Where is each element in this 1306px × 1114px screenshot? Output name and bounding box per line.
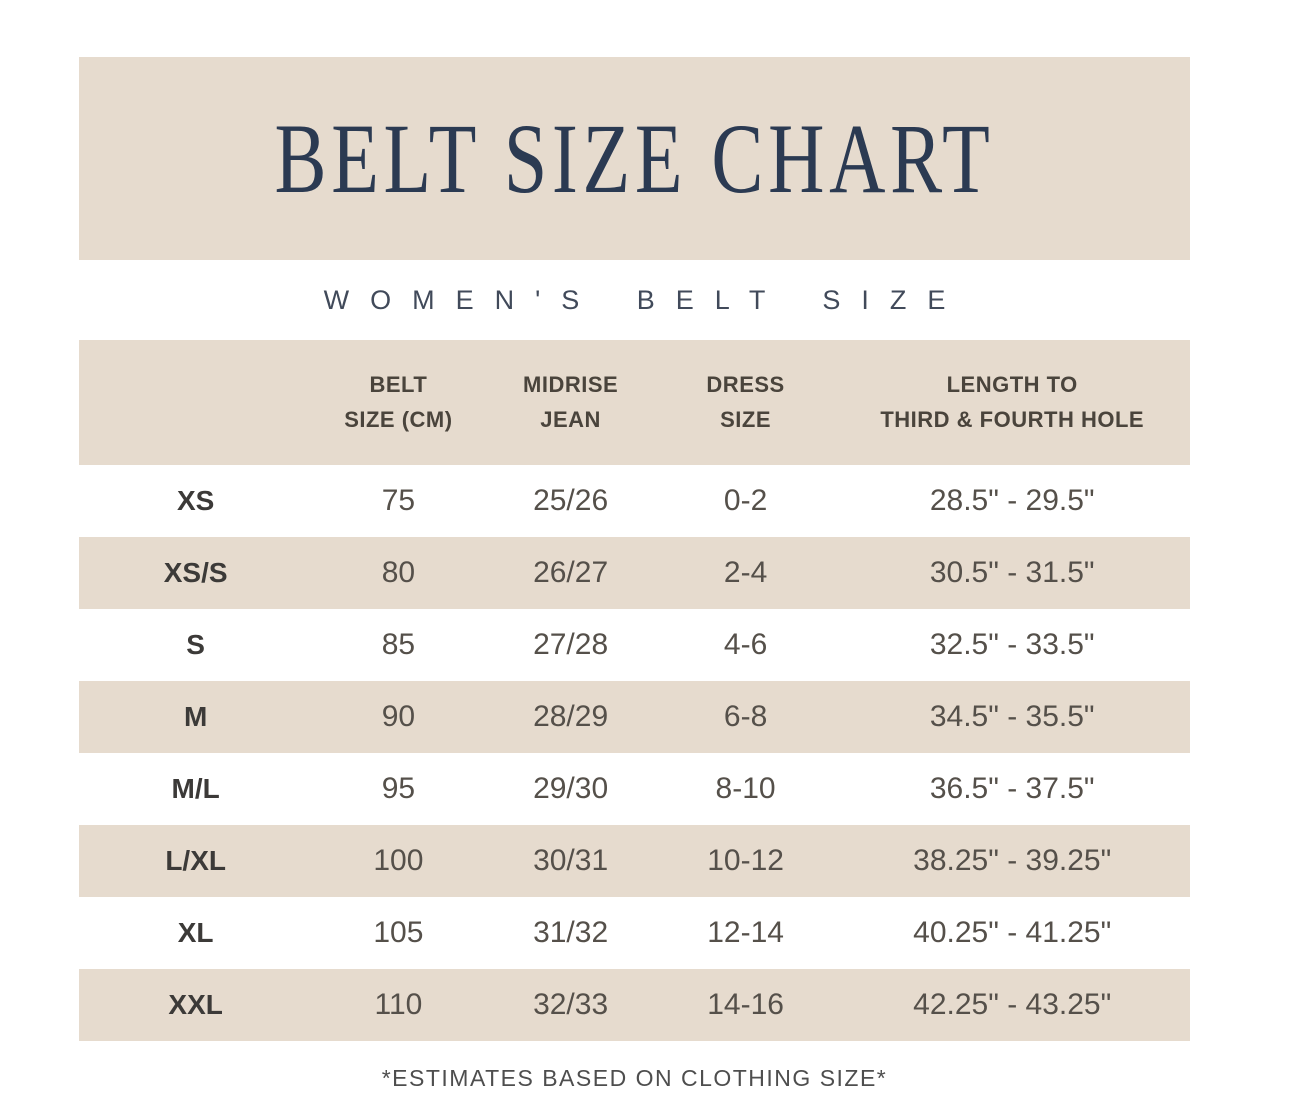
table-row: S 85 27/28 4-6 32.5" - 33.5" [79, 609, 1190, 681]
header-line: LENGTH TO [946, 372, 1078, 398]
cell-belt-cm: 85 [381, 628, 416, 661]
cell-dress-size: 8-10 [715, 772, 776, 805]
cell-size: XS/S [163, 557, 228, 588]
header-line: THIRD & FOURTH HOLE [880, 406, 1145, 432]
cell-midrise-jean: 26/27 [533, 556, 609, 589]
footer-row: *ESTIMATES BASED ON CLOTHING SIZE* [79, 1065, 1190, 1092]
table-row: M 90 28/29 6-8 34.5" - 35.5" [79, 681, 1190, 753]
cell-belt-cm: 80 [381, 556, 416, 589]
table-row: XL 105 31/32 12-14 40.25" - 41.25" [79, 897, 1190, 969]
cell-midrise-jean: 30/31 [533, 844, 609, 877]
table-row: M/L 95 29/30 8-10 36.5" - 37.5" [79, 753, 1190, 825]
cell-size: XL [177, 917, 214, 948]
cell-dress-size: 0-2 [723, 484, 768, 517]
cell-size: M/L [171, 773, 220, 804]
cell-length: 42.25" - 43.25" [913, 988, 1112, 1021]
cell-length: 38.25" - 39.25" [913, 844, 1112, 877]
page-subtitle: WOMEN'S BELT SIZE [323, 284, 967, 315]
cell-size: S [186, 629, 205, 660]
cell-dress-size: 4-6 [723, 628, 768, 661]
header-line: DRESS [706, 372, 785, 398]
table-row: L/XL 100 30/31 10-12 38.25" - 39.25" [79, 825, 1190, 897]
content-column: BELT SIZE CHART WOMEN'S BELT SIZE BELT S… [79, 0, 1190, 1092]
footnote: *ESTIMATES BASED ON CLOTHING SIZE* [381, 1065, 888, 1091]
cell-size: XS [176, 485, 215, 516]
header-cell-midrise-jean: MIDRISE JEAN [485, 368, 657, 436]
header-line: BELT [369, 372, 428, 398]
header-line: SIZE [720, 406, 772, 432]
cell-size: XXL [168, 989, 223, 1020]
cell-length: 36.5" - 37.5" [929, 772, 1095, 805]
page-title: BELT SIZE CHART [274, 103, 995, 214]
cell-midrise-jean: 28/29 [533, 700, 609, 733]
header-line: SIZE (CM) [344, 406, 453, 432]
cell-dress-size: 10-12 [707, 844, 784, 877]
cell-belt-cm: 95 [381, 772, 416, 805]
cell-size: L/XL [165, 845, 226, 876]
cell-belt-cm: 110 [374, 988, 423, 1021]
cell-dress-size: 14-16 [707, 988, 784, 1021]
cell-dress-size: 6-8 [723, 700, 768, 733]
header-cell-length: LENGTH TO THIRD & FOURTH HOLE [834, 368, 1190, 436]
cell-belt-cm: 90 [381, 700, 416, 733]
cell-midrise-jean: 32/33 [533, 988, 609, 1021]
cell-midrise-jean: 27/28 [533, 628, 609, 661]
table-row: XS 75 25/26 0-2 28.5" - 29.5" [79, 465, 1190, 537]
subtitle-row: WOMEN'S BELT SIZE [79, 260, 1190, 340]
cell-midrise-jean: 29/30 [533, 772, 609, 805]
table-row: XS/S 80 26/27 2-4 30.5" - 31.5" [79, 537, 1190, 609]
header-line: JEAN [540, 406, 601, 432]
cell-length: 34.5" - 35.5" [929, 700, 1095, 733]
cell-length: 40.25" - 41.25" [913, 916, 1112, 949]
title-band: BELT SIZE CHART [79, 57, 1190, 260]
cell-size: M [183, 701, 208, 732]
table-row: XXL 110 32/33 14-16 42.25" - 43.25" [79, 969, 1190, 1041]
cell-dress-size: 12-14 [707, 916, 784, 949]
cell-belt-cm: 100 [373, 844, 424, 877]
cell-belt-cm: 105 [373, 916, 424, 949]
cell-length: 32.5" - 33.5" [929, 628, 1095, 661]
cell-length: 30.5" - 31.5" [929, 556, 1095, 589]
cell-midrise-jean: 25/26 [533, 484, 609, 517]
header-cell-dress-size: DRESS SIZE [657, 368, 835, 436]
table-header-row: BELT SIZE (CM) MIDRISE JEAN DRESS SIZE L… [79, 340, 1190, 465]
cell-belt-cm: 75 [381, 484, 416, 517]
size-table: BELT SIZE (CM) MIDRISE JEAN DRESS SIZE L… [79, 340, 1190, 1041]
header-cell-belt-cm: BELT SIZE (CM) [312, 368, 484, 436]
cell-dress-size: 2-4 [723, 556, 768, 589]
header-line: MIDRISE [523, 372, 619, 398]
cell-midrise-jean: 31/32 [533, 916, 609, 949]
cell-length: 28.5" - 29.5" [929, 484, 1095, 517]
table-body: XS 75 25/26 0-2 28.5" - 29.5" XS/S 80 26/27 2-4 3… [79, 465, 1190, 1041]
